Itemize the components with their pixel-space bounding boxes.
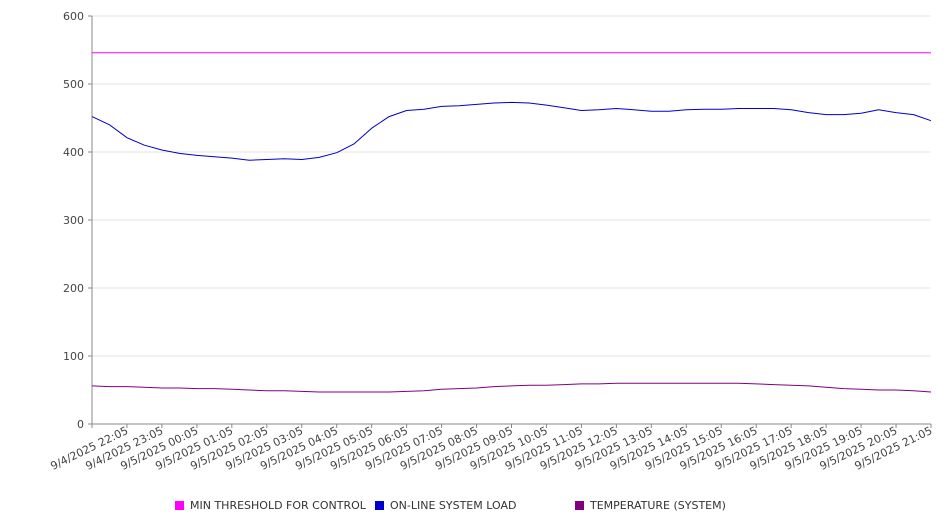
y-tick-label: 0 xyxy=(77,418,84,431)
y-tick-label: 500 xyxy=(63,78,84,91)
x-axis-ticks: 9/4/2025 22:059/4/2025 23:059/5/2025 00:… xyxy=(49,424,934,473)
series-line-1 xyxy=(91,101,932,161)
y-tick-label: 100 xyxy=(63,350,84,363)
y-axis-ticks: 0 100 200 300 400 500 600 xyxy=(63,10,92,431)
y-tick-label: 200 xyxy=(63,282,84,295)
y-tick-label: 600 xyxy=(63,10,84,23)
y-tick-label: 400 xyxy=(63,146,84,159)
series-lines xyxy=(91,52,932,393)
y-tick-label: 300 xyxy=(63,214,84,227)
series-line-2 xyxy=(91,382,932,393)
gridlines xyxy=(92,15,931,357)
